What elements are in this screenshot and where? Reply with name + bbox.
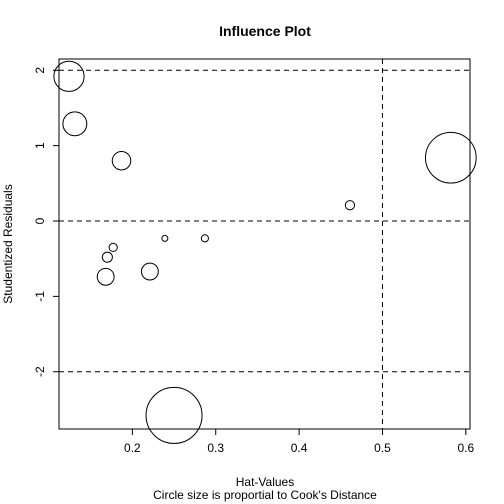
chart-title: Influence Plot bbox=[219, 23, 311, 39]
x-axis: 0.2 0.3 0.4 0.5 0.6 bbox=[124, 429, 474, 455]
y-tick-label: 0 bbox=[33, 217, 47, 224]
y-tick-label: 1 bbox=[33, 142, 47, 149]
data-point bbox=[140, 262, 159, 281]
plot-area-border bbox=[58, 58, 471, 430]
x-tick-label: 0.2 bbox=[124, 441, 141, 455]
data-points bbox=[53, 60, 477, 444]
data-point bbox=[62, 111, 88, 137]
data-point bbox=[200, 234, 209, 243]
y-axis-title: Studentized Residuals bbox=[1, 184, 15, 303]
y-tick-label: -2 bbox=[33, 366, 47, 377]
data-point bbox=[111, 150, 132, 171]
x-tick-label: 0.4 bbox=[291, 441, 308, 455]
chart-subtitle: Circle size is proportial to Cook's Dist… bbox=[153, 488, 377, 502]
data-point bbox=[53, 60, 85, 92]
y-tick-label: -1 bbox=[33, 291, 47, 302]
data-point bbox=[344, 200, 356, 211]
x-tick-label: 0.6 bbox=[457, 441, 474, 455]
data-point bbox=[424, 131, 477, 184]
data-point bbox=[161, 234, 169, 242]
x-tick-label: 0.5 bbox=[374, 441, 391, 455]
reference-lines bbox=[59, 59, 470, 429]
y-tick-label: 2 bbox=[33, 67, 47, 74]
data-point bbox=[145, 386, 203, 444]
x-tick-label: 0.3 bbox=[207, 441, 224, 455]
y-axis: -2 -1 0 1 2 bbox=[33, 67, 59, 377]
x-axis-title: Hat-Values bbox=[236, 475, 294, 489]
data-point bbox=[108, 242, 118, 253]
data-point bbox=[101, 251, 113, 263]
data-point bbox=[96, 267, 115, 286]
